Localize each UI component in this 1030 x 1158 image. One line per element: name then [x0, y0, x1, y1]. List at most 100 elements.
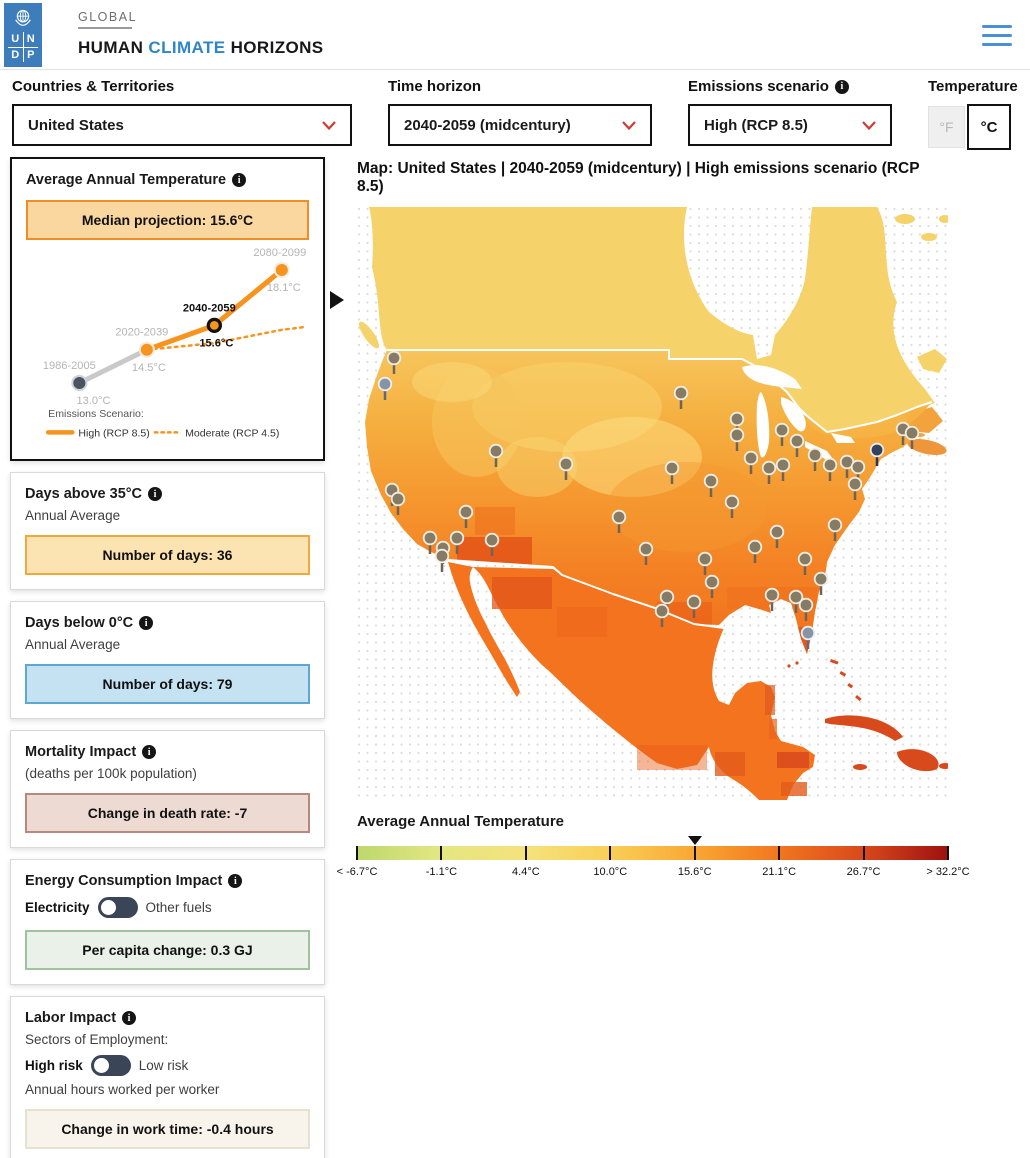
city-marker-pin[interactable]: [422, 530, 438, 554]
city-marker-pin[interactable]: [775, 457, 791, 481]
info-icon[interactable]: i: [122, 1011, 137, 1026]
legend-tick-label: -1.1°C: [425, 866, 458, 878]
city-marker-pin[interactable]: [449, 530, 465, 554]
legend-tick-label: 15.6°C: [677, 866, 712, 878]
labor-badge: Change in work time: -0.4 hours: [25, 1109, 310, 1150]
city-marker-pin[interactable]: [703, 473, 719, 497]
city-marker-pin[interactable]: [904, 425, 920, 449]
risk-sector-toggle[interactable]: [90, 1055, 131, 1077]
svg-text:14.5°C: 14.5°C: [132, 362, 166, 374]
global-eyebrow: GLOBAL: [78, 10, 138, 24]
city-marker-pin[interactable]: [458, 504, 474, 528]
city-marker-pin[interactable]: [697, 551, 713, 575]
city-marker-pin[interactable]: [847, 476, 863, 500]
city-marker-pin[interactable]: [654, 603, 670, 627]
city-marker-pin[interactable]: [558, 456, 574, 480]
info-icon[interactable]: i: [834, 79, 849, 94]
emissions-select[interactable]: High (RCP 8.5): [688, 104, 892, 146]
city-marker-pin[interactable]: [798, 597, 814, 621]
city-marker-pin[interactable]: [386, 350, 402, 374]
city-marker-pin[interactable]: [764, 587, 780, 611]
legend-tick-labels: < -6.7°C -1.1°C 4.4°C 10.0°C 15.6°C 21.1°C 26.…: [337, 866, 970, 881]
city-marker-pin[interactable]: [390, 491, 406, 515]
city-marker-pin[interactable]: [638, 541, 654, 565]
svg-text:1986-2005: 1986-2005: [43, 360, 96, 372]
card-days-above-35c[interactable]: Days above 35°C i Annual Average Number o…: [10, 472, 325, 591]
svg-text:2020-2039: 2020-2039: [115, 327, 168, 339]
city-marker-pin[interactable]: [827, 517, 843, 541]
median-projection-badge: Median projection: 15.6°C: [26, 200, 309, 240]
city-marker-pin[interactable]: [800, 625, 816, 649]
info-icon[interactable]: i: [139, 616, 154, 631]
hamburger-menu-icon[interactable]: [982, 25, 1012, 46]
city-marker-pin[interactable]: [743, 450, 759, 474]
city-marker-pin[interactable]: [807, 447, 823, 471]
card-title-text: Days above 35°C: [25, 486, 143, 503]
svg-text:15.6°C: 15.6°C: [199, 338, 233, 350]
time-horizon-select[interactable]: 2040-2059 (midcentury): [388, 104, 652, 146]
legend-tick: [947, 846, 949, 860]
city-marker-pin[interactable]: [377, 376, 393, 400]
city-marker-pin[interactable]: [869, 442, 885, 466]
caribbean-islands: [787, 659, 948, 772]
svg-text:2080-2099: 2080-2099: [253, 247, 306, 259]
temperature-projection-chart: 1986-2005 13.0°C 2020-2039 14.5°C 2040-2059 1…: [43, 247, 309, 439]
temperature-map[interactable]: [357, 207, 948, 800]
city-marker-pin[interactable]: [747, 539, 763, 563]
city-marker-pin[interactable]: [673, 385, 689, 409]
countries-select[interactable]: United States: [12, 104, 352, 146]
info-icon[interactable]: i: [232, 173, 247, 187]
energy-source-toggle[interactable]: [97, 897, 138, 919]
city-marker-pin[interactable]: [789, 433, 805, 457]
chevron-down-icon: [862, 120, 876, 130]
city-marker-pin[interactable]: [729, 427, 745, 451]
city-marker-pin[interactable]: [822, 457, 838, 481]
city-marker-pin[interactable]: [769, 524, 785, 548]
city-marker-pin[interactable]: [761, 460, 777, 484]
temperature-label: Temperature: [928, 78, 1018, 95]
card-days-below-0c[interactable]: Days below 0°C i Annual Average Number of…: [10, 601, 325, 720]
legend-value-marker-icon: [687, 836, 702, 845]
great-lakes: [742, 365, 855, 459]
city-marker-pin[interactable]: [774, 422, 790, 446]
city-marker-pin[interactable]: [686, 594, 702, 618]
app-title: HUMAN CLIMATE HORIZONS: [78, 38, 324, 58]
legend-tick-label: 21.1°C: [762, 866, 797, 878]
city-marker-pin[interactable]: [434, 548, 450, 572]
city-marker-pin[interactable]: [664, 460, 680, 484]
card-average-annual-temperature[interactable]: Average Annual Temperature i Median proje…: [10, 157, 344, 462]
card-subtitle: Annual Average: [25, 637, 121, 653]
celsius-button[interactable]: °C: [967, 104, 1011, 150]
legend-tick: [862, 846, 865, 860]
info-icon[interactable]: i: [148, 487, 163, 502]
info-icon[interactable]: i: [228, 874, 243, 889]
countries-label: Countries & Territories: [12, 78, 175, 95]
fahrenheit-button[interactable]: °F: [928, 106, 965, 148]
card-title: Energy Consumption Impact i: [25, 873, 310, 889]
city-marker-pin[interactable]: [488, 443, 504, 467]
time-horizon-label: Time horizon: [388, 78, 482, 95]
city-marker-pin[interactable]: [850, 459, 866, 483]
card-mortality-impact[interactable]: Mortality Impact i (deaths per 100k popul…: [10, 730, 325, 849]
city-marker-pin[interactable]: [797, 551, 813, 575]
card-labor-impact[interactable]: Labor Impact i Sectors of Employment: Hig…: [10, 996, 325, 1158]
city-marker-pin[interactable]: [813, 571, 829, 595]
temperature-unit-filter: Temperature °F °C: [928, 78, 1018, 150]
city-marker-pin[interactable]: [611, 509, 627, 533]
time-horizon-value: 2040-2059 (midcentury): [404, 116, 571, 134]
city-marker-pin[interactable]: [788, 589, 804, 613]
card-energy-impact[interactable]: Energy Consumption Impact i Electricity O…: [10, 859, 325, 986]
card-title: Days below 0°C i: [25, 615, 310, 631]
city-marker-pin[interactable]: [484, 532, 500, 556]
info-icon[interactable]: i: [142, 745, 157, 760]
indicator-sidebar: Average Annual Temperature i Median proje…: [10, 157, 344, 1158]
city-marker-pin[interactable]: [724, 494, 740, 518]
city-marker-pin[interactable]: [704, 574, 720, 598]
mortality-badge: Change in death rate: -7: [25, 793, 310, 834]
legend-tick-label: 26.7°C: [846, 866, 881, 878]
svg-text:13.0°C: 13.0°C: [77, 395, 111, 407]
